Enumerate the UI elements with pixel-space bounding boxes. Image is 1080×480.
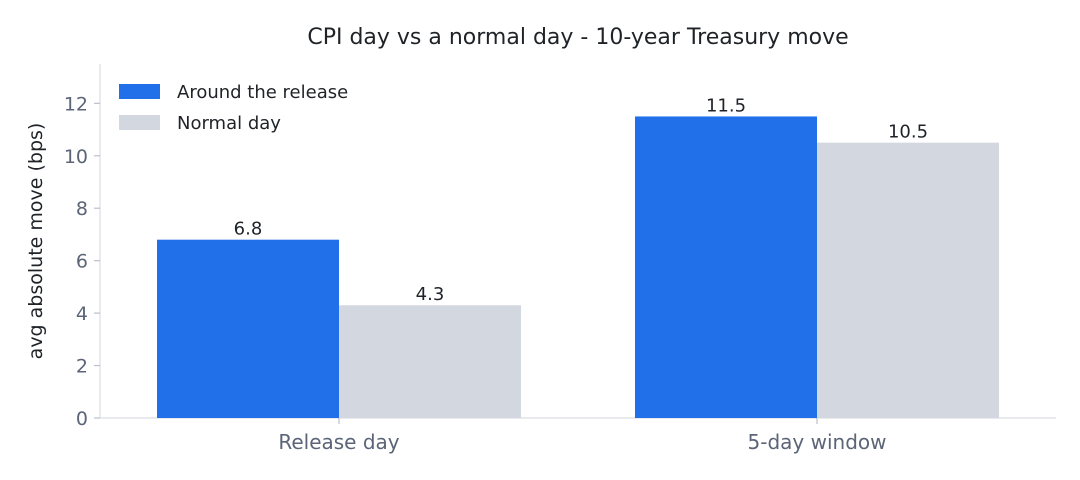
- x-tick-label: 5-day window: [748, 430, 887, 454]
- bar: [339, 305, 521, 418]
- y-tick-label: 12: [64, 93, 88, 115]
- bar-value-label: 10.5: [888, 122, 928, 143]
- legend-swatch: [119, 115, 160, 130]
- bar-value-label: 6.8: [234, 219, 263, 240]
- axes: 0 2 4 6 8 10 12 Release day 5-day window: [64, 64, 1056, 454]
- bar-value-label: 11.5: [706, 95, 746, 116]
- bar: [635, 116, 817, 418]
- chart-title: CPI day vs a normal day - 10-year Treasu…: [307, 25, 848, 50]
- y-tick-label: 10: [64, 146, 88, 168]
- y-tick-label: 8: [76, 198, 88, 220]
- legend-label: Normal day: [177, 113, 281, 134]
- x-tick-label: Release day: [278, 430, 399, 454]
- legend: Around the release Normal day: [119, 82, 348, 134]
- legend-swatch: [119, 84, 160, 99]
- y-tick-label: 6: [76, 251, 88, 273]
- y-tick-label: 4: [76, 303, 88, 325]
- y-tick-label: 0: [76, 408, 88, 430]
- y-tick-label: 2: [76, 356, 88, 378]
- legend-label: Around the release: [177, 82, 348, 103]
- bars: [157, 116, 999, 418]
- bar-value-label: 4.3: [416, 284, 445, 305]
- bar: [157, 239, 339, 418]
- y-axis-label: avg absolute move (bps): [25, 123, 47, 360]
- bar: [817, 142, 999, 418]
- data-labels: 6.8 11.5 4.3 10.5: [234, 95, 928, 305]
